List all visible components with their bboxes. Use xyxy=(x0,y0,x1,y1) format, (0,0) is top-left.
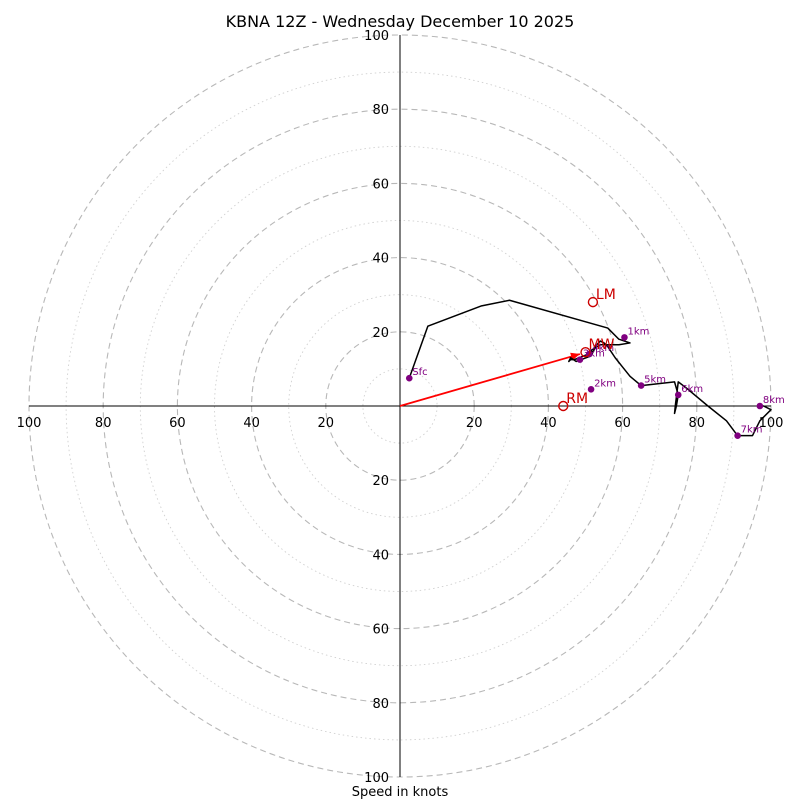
tick-right-40: 40 xyxy=(540,416,557,431)
tick-left-60: 60 xyxy=(169,416,186,431)
tick-down-100: 100 xyxy=(364,771,389,786)
tick-right-80: 80 xyxy=(689,416,706,431)
storm-motion-lm-marker xyxy=(587,296,599,308)
tick-up-80: 80 xyxy=(372,103,389,118)
height-marker-label-sfc: Sfc xyxy=(412,367,427,378)
tick-right-60: 60 xyxy=(614,416,631,431)
tick-down-40: 40 xyxy=(372,548,389,563)
tick-left-80: 80 xyxy=(95,416,112,431)
height-marker-label-4km: 4km xyxy=(592,343,614,354)
x-axis-label: Speed in knots xyxy=(352,785,449,800)
shear-vector-line xyxy=(399,353,581,407)
chart-title: KBNA 12Z - Wednesday December 10 2025 xyxy=(226,12,575,31)
tick-labels: 20 100 20 20 40 80 40 40 60 60 60 60 80 40 80 80 100 20 10… xyxy=(17,29,784,786)
tick-right-100: 100 xyxy=(759,416,784,431)
tick-left-20: 20 xyxy=(318,416,335,431)
height-marker-label-7km: 7km xyxy=(741,425,763,436)
height-marker-label-5km: 5km xyxy=(644,375,666,386)
tick-up-100: 100 xyxy=(364,29,389,44)
height-marker-8km xyxy=(756,402,764,410)
height-marker-5km xyxy=(637,382,645,389)
shear-vector xyxy=(399,352,581,407)
tick-left-40: 40 xyxy=(243,416,260,431)
tick-up-20: 20 xyxy=(372,326,389,341)
height-marker-sfc xyxy=(405,374,413,382)
tick-left-100: 100 xyxy=(17,416,42,431)
height-marker-label-6km: 6km xyxy=(681,384,703,395)
hodograph-line xyxy=(408,299,772,437)
tick-down-80: 80 xyxy=(372,697,389,712)
tick-right-20: 20 xyxy=(466,416,483,431)
storm-motion-mw-marker xyxy=(580,347,591,358)
storm-motion-rm-label: RM xyxy=(566,391,588,407)
tick-down-60: 60 xyxy=(372,623,389,638)
height-marker-6km xyxy=(674,391,682,399)
height-marker-label-8km: 8km xyxy=(763,395,785,406)
hodograph-trace xyxy=(408,299,772,437)
height-marker-1km xyxy=(621,334,628,341)
height-marker-2km xyxy=(587,386,595,393)
tick-up-40: 40 xyxy=(372,252,389,267)
storm-motion-rm-marker xyxy=(558,400,569,412)
height-marker-3km xyxy=(576,356,584,363)
tick-down-20: 20 xyxy=(372,474,389,489)
storm-motion-mw-label: MW xyxy=(589,337,615,353)
height-marker-label-1km: 1km xyxy=(627,326,649,337)
storm-motion-lm-label: LM xyxy=(596,287,616,303)
height-marker-label-3km: 3km xyxy=(583,349,605,360)
height-marker-7km xyxy=(734,432,741,439)
tick-up-60: 60 xyxy=(372,177,389,192)
height-marker-label-2km: 2km xyxy=(594,378,616,389)
storm-motion-markers: LM MW RM xyxy=(558,287,616,412)
